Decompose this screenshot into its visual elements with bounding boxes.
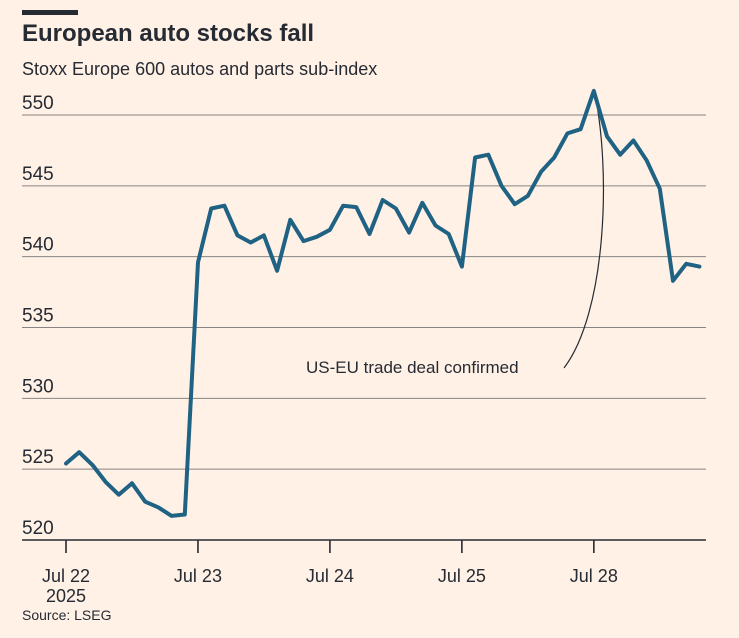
x-tick-label: Jul 23 xyxy=(174,566,222,586)
data-points xyxy=(64,89,701,518)
data-point xyxy=(249,241,253,245)
data-point xyxy=(341,204,345,208)
y-tick-label: 520 xyxy=(22,518,54,539)
data-point xyxy=(143,500,147,504)
source-note: Source: LSEG xyxy=(22,607,112,623)
grid-lines xyxy=(22,114,706,541)
data-point xyxy=(117,493,121,497)
data-point xyxy=(262,233,266,237)
data-point xyxy=(539,170,543,174)
y-tick-labels: 520 525 530 535 540 545 550 xyxy=(22,93,54,539)
data-point xyxy=(275,269,279,273)
data-point xyxy=(196,260,200,264)
data-point xyxy=(618,153,622,157)
y-tick-label: 550 xyxy=(22,93,54,114)
top-rule xyxy=(22,10,78,15)
data-point xyxy=(447,232,451,236)
data-point xyxy=(592,89,596,93)
data-point xyxy=(605,134,609,138)
data-point xyxy=(473,156,477,160)
data-point xyxy=(460,265,464,269)
y-tick-label: 530 xyxy=(22,376,54,397)
data-point xyxy=(381,198,385,202)
data-point xyxy=(77,450,81,454)
annotation-label: US-EU trade deal confirmed xyxy=(306,358,519,377)
data-point xyxy=(579,127,583,131)
data-point xyxy=(209,207,213,211)
data-point xyxy=(156,505,160,509)
data-point xyxy=(288,218,292,222)
data-point xyxy=(90,463,94,467)
data-point xyxy=(407,231,411,235)
y-tick-label: 540 xyxy=(22,235,54,256)
data-point xyxy=(697,265,701,269)
data-point xyxy=(499,184,503,188)
data-point xyxy=(394,207,398,211)
y-tick-label: 535 xyxy=(22,306,54,327)
x-tick-label: Jul 28 xyxy=(570,566,618,586)
data-point xyxy=(328,228,332,232)
data-point xyxy=(236,233,240,237)
data-point xyxy=(170,514,174,518)
y-tick-label: 525 xyxy=(22,447,54,468)
data-point xyxy=(433,224,437,228)
data-point xyxy=(183,513,187,517)
data-point xyxy=(631,139,635,143)
data-point xyxy=(658,187,662,191)
data-point xyxy=(552,156,556,160)
data-point xyxy=(64,462,68,466)
data-point xyxy=(684,262,688,266)
data-point xyxy=(513,202,517,206)
data-point xyxy=(222,204,226,208)
data-point xyxy=(368,232,372,236)
x-tick-sublabel: 2025 xyxy=(46,586,86,606)
data-point xyxy=(565,131,569,135)
series-line xyxy=(64,88,702,518)
data-point xyxy=(354,205,358,209)
x-tick-label: Jul 22 xyxy=(42,566,90,586)
data-point xyxy=(302,239,306,243)
x-tick-label: Jul 25 xyxy=(438,566,486,586)
data-point xyxy=(486,153,490,157)
data-point xyxy=(315,235,319,239)
data-point xyxy=(645,158,649,162)
annotation-leader xyxy=(563,88,605,369)
x-tick-label: Jul 24 xyxy=(306,566,354,586)
data-point xyxy=(671,279,675,283)
data-point xyxy=(526,194,530,198)
y-tick-label: 545 xyxy=(22,164,54,185)
data-point xyxy=(104,480,108,484)
chart-subtitle: Stoxx Europe 600 autos and parts sub-ind… xyxy=(22,59,378,79)
data-point xyxy=(420,201,424,205)
data-point xyxy=(130,481,134,485)
chart-title: European auto stocks fall xyxy=(22,20,315,47)
